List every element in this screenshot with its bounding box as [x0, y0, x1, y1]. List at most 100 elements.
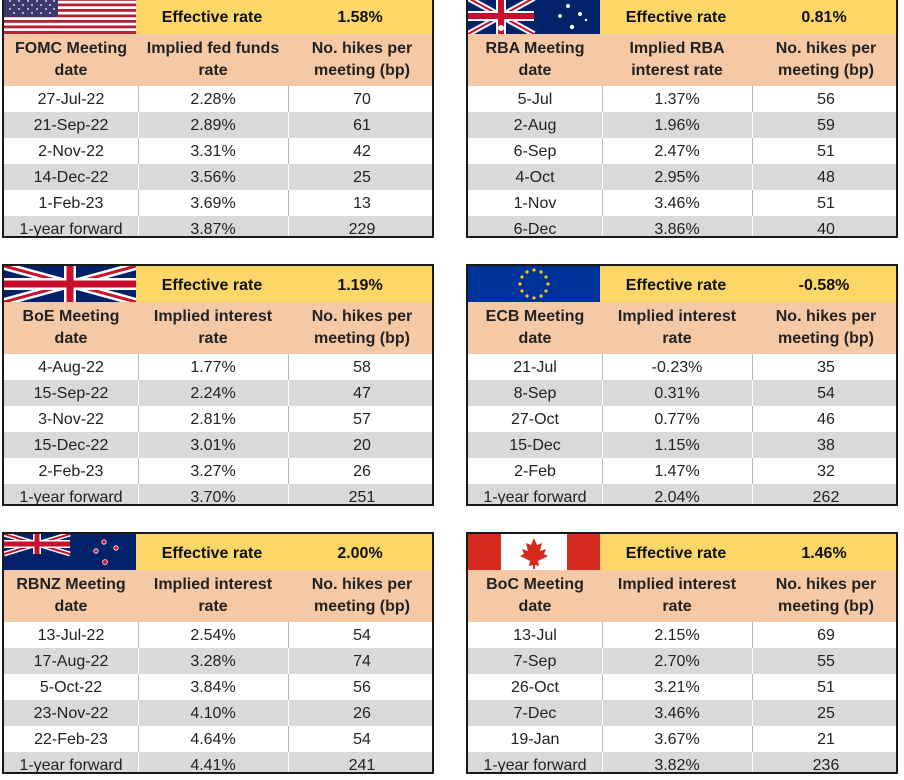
- implied-rate-cell: 2.04%: [602, 484, 753, 506]
- hikes-cell: 58: [288, 354, 434, 380]
- effective-rate-header: Effective rate -0.58%: [468, 266, 896, 302]
- implied-rate-header: Implied interest rate: [138, 574, 288, 620]
- meeting-date-cell: 5-Oct-22: [4, 674, 139, 700]
- table-row: 15-Dec 1.15% 38: [468, 432, 896, 458]
- meeting-date-cell: 22-Feb-23: [4, 726, 139, 752]
- implied-rate-header: Implied interest rate: [602, 574, 752, 620]
- meeting-date-cell: 27-Oct: [468, 406, 603, 432]
- hikes-cell: 26: [288, 700, 434, 726]
- hikes-cell: 46: [752, 406, 898, 432]
- meeting-date-cell: 1-year forward: [4, 484, 139, 506]
- table-row: 19-Jan 3.67% 21: [468, 726, 896, 752]
- hikes-cell: 56: [752, 86, 898, 112]
- meeting-date-header: RBNZ Meeting date: [4, 574, 138, 620]
- hikes-cell: 13: [288, 190, 434, 216]
- table-row: 2-Feb-23 3.27% 26: [4, 458, 432, 484]
- hikes-header: No. hikes per meeting (bp): [288, 306, 434, 352]
- hikes-cell: 74: [288, 648, 434, 674]
- meeting-date-cell: 15-Dec-22: [4, 432, 139, 458]
- implied-rate-header: Implied fed funds rate: [138, 38, 288, 84]
- meeting-date-cell: 2-Aug: [468, 112, 603, 138]
- implied-rate-cell: 3.46%: [602, 700, 753, 726]
- implied-rate-cell: 0.31%: [602, 380, 753, 406]
- meeting-date-cell: 15-Sep-22: [4, 380, 139, 406]
- effective-rate-header: Effective rate 1.46%: [468, 534, 896, 570]
- meeting-date-cell: 1-Nov: [468, 190, 603, 216]
- meeting-date-cell: 13-Jul: [468, 622, 603, 648]
- table-row: 13-Jul-22 2.54% 54: [4, 622, 432, 648]
- canada-flag-icon: [468, 534, 600, 570]
- meeting-date-cell: 1-year forward: [468, 752, 603, 774]
- new-zealand-flag-icon: [4, 534, 136, 570]
- meeting-date-header: FOMC Meeting date: [4, 38, 138, 84]
- column-header-row: RBA Meeting date Implied RBA interest ra…: [468, 34, 896, 86]
- meeting-date-cell: 3-Nov-22: [4, 406, 139, 432]
- hikes-cell: 54: [288, 726, 434, 752]
- implied-rate-cell: 2.95%: [602, 164, 753, 190]
- table-row: 6-Dec 3.86% 40: [468, 216, 896, 238]
- hikes-cell: 69: [752, 622, 898, 648]
- hikes-cell: 55: [752, 648, 898, 674]
- implied-rate-cell: 3.21%: [602, 674, 753, 700]
- hikes-cell: 54: [288, 622, 434, 648]
- hikes-cell: 25: [288, 164, 434, 190]
- table-row: 2-Feb 1.47% 32: [468, 458, 896, 484]
- implied-rate-cell: 3.01%: [138, 432, 289, 458]
- table-row: 1-year forward 3.82% 236: [468, 752, 896, 774]
- implied-rate-cell: 4.41%: [138, 752, 289, 774]
- effective-rate-header: Effective rate 1.19%: [4, 266, 432, 302]
- meeting-date-cell: 2-Feb-23: [4, 458, 139, 484]
- implied-rate-cell: 2.81%: [138, 406, 289, 432]
- hikes-cell: 32: [752, 458, 898, 484]
- meeting-date-cell: 4-Aug-22: [4, 354, 139, 380]
- column-header-row: BoC Meeting date Implied interest rate N…: [468, 570, 896, 622]
- hikes-cell: 40: [752, 216, 898, 238]
- table-row: 1-year forward 3.70% 251: [4, 484, 432, 506]
- implied-rate-cell: 1.77%: [138, 354, 289, 380]
- table-row: 2-Aug 1.96% 59: [468, 112, 896, 138]
- column-header-row: FOMC Meeting date Implied fed funds rate…: [4, 34, 432, 86]
- hikes-cell: 26: [288, 458, 434, 484]
- hikes-cell: 51: [752, 674, 898, 700]
- meeting-date-cell: 1-Feb-23: [4, 190, 139, 216]
- implied-rate-cell: 2.47%: [602, 138, 753, 164]
- table-row: 15-Sep-22 2.24% 47: [4, 380, 432, 406]
- table-row: 23-Nov-22 4.10% 26: [4, 700, 432, 726]
- table-row: 22-Feb-23 4.64% 54: [4, 726, 432, 752]
- table-row: 3-Nov-22 2.81% 57: [4, 406, 432, 432]
- meeting-date-cell: 6-Dec: [468, 216, 603, 238]
- meeting-date-cell: 8-Sep: [468, 380, 603, 406]
- implied-rate-cell: 2.15%: [602, 622, 753, 648]
- implied-rate-cell: 0.77%: [602, 406, 753, 432]
- rbnz-rate-table: Effective rate 2.00% RBNZ Meeting date I…: [2, 532, 434, 774]
- table-row: 21-Jul -0.23% 35: [468, 354, 896, 380]
- meeting-date-cell: 14-Dec-22: [4, 164, 139, 190]
- table-row: 1-Feb-23 3.69% 13: [4, 190, 432, 216]
- table-row: 13-Jul 2.15% 69: [468, 622, 896, 648]
- implied-rate-cell: 1.96%: [602, 112, 753, 138]
- meeting-date-cell: 4-Oct: [468, 164, 603, 190]
- hikes-cell: 48: [752, 164, 898, 190]
- hikes-cell: 251: [288, 484, 434, 506]
- australia-flag-icon: [468, 0, 600, 34]
- hikes-cell: 51: [752, 190, 898, 216]
- implied-rate-cell: 2.89%: [138, 112, 289, 138]
- table-row: 6-Sep 2.47% 51: [468, 138, 896, 164]
- effective-rate-label: Effective rate: [606, 0, 746, 34]
- hikes-cell: 262: [752, 484, 898, 506]
- meeting-date-cell: 1-year forward: [4, 752, 139, 774]
- effective-rate-value: 1.58%: [286, 0, 434, 34]
- us-flag-icon: [4, 0, 136, 34]
- hikes-cell: 38: [752, 432, 898, 458]
- effective-rate-header: Effective rate 0.81%: [468, 0, 896, 34]
- implied-rate-cell: 2.28%: [138, 86, 289, 112]
- implied-rate-cell: 3.84%: [138, 674, 289, 700]
- effective-rate-value: 2.00%: [286, 534, 434, 570]
- hikes-cell: 236: [752, 752, 898, 774]
- meeting-date-cell: 17-Aug-22: [4, 648, 139, 674]
- table-row: 7-Dec 3.46% 25: [468, 700, 896, 726]
- meeting-date-cell: 19-Jan: [468, 726, 603, 752]
- table-row: 7-Sep 2.70% 55: [468, 648, 896, 674]
- column-header-row: RBNZ Meeting date Implied interest rate …: [4, 570, 432, 622]
- implied-rate-cell: 1.15%: [602, 432, 753, 458]
